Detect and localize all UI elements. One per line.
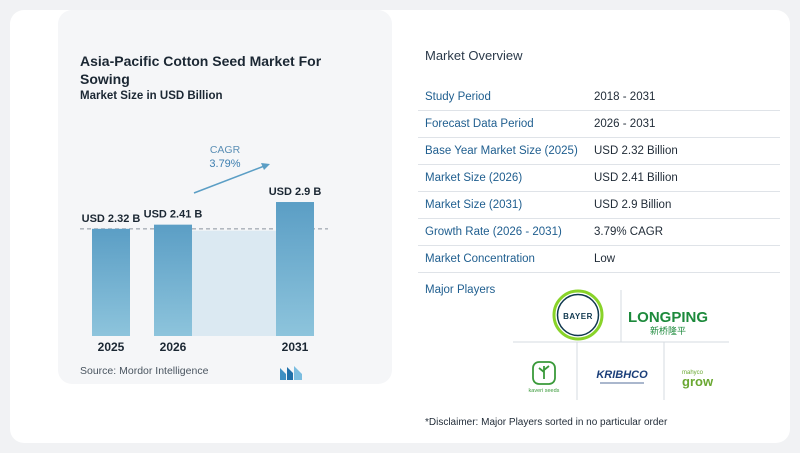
svg-text:KRIBHCO: KRIBHCO (596, 369, 648, 381)
overview-key: Market Size (2031) (425, 199, 523, 211)
growth-area (192, 230, 276, 336)
chart-subtitle: Market Size in USD Billion (80, 90, 223, 102)
kribhco-logo: KRIBHCO (596, 369, 648, 384)
cagr-label: CAGR (210, 144, 241, 156)
overview-value: 2018 - 2031 (594, 91, 656, 103)
svg-text:BAYER: BAYER (563, 312, 593, 321)
value-label-2025: USD 2.32 B (82, 213, 141, 225)
bar-2025 (92, 228, 130, 336)
overview-row: Base Year Market Size (2025) USD 2.32 Bil… (418, 138, 780, 165)
overview-row: Growth Rate (2026 - 2031) 3.79% CAGR (418, 219, 780, 246)
svg-text:新桥隆平: 新桥隆平 (650, 325, 686, 337)
overview-row: Study Period 2018 - 2031 (418, 84, 780, 111)
disclaimer: *Disclaimer: Major Players sorted in no … (425, 417, 668, 428)
major-players-label: Major Players (425, 284, 496, 296)
overview-key: Market Concentration (425, 253, 535, 265)
value-label-2026: USD 2.41 B (144, 209, 203, 221)
overview-row: Market Concentration Low (418, 246, 780, 273)
overview-key: Study Period (425, 91, 491, 103)
mahyco-logo: mahyco grow (682, 370, 714, 389)
overview-row: Market Size (2026) USD 2.41 Billion (418, 165, 780, 192)
source-text: Mordor Intelligence (119, 365, 209, 377)
svg-text:kaveri seeds: kaveri seeds (529, 388, 560, 394)
category-label-2031: 2031 (282, 340, 309, 354)
cagr-value: 3.79% (209, 158, 240, 170)
overview-key: Market Size (2026) (425, 172, 523, 184)
bar-2031 (276, 202, 314, 336)
overview-table: Study Period 2018 - 2031 Forecast Data Per… (418, 84, 780, 273)
overview-value: USD 2.41 Billion (594, 172, 678, 184)
kaveri-logo: kaveri seeds (529, 361, 560, 394)
longping-logo: LONGPING 新桥隆平 (628, 309, 708, 337)
overview-key: Growth Rate (2026 - 2031) (425, 226, 562, 238)
source-label: Source: (80, 365, 117, 377)
overview-title: Market Overview (425, 48, 523, 63)
overview-key: Base Year Market Size (2025) (425, 145, 578, 157)
overview-key: Forecast Data Period (425, 118, 534, 130)
chart-title: Asia-Pacific Cotton Seed Market For Sowi… (80, 53, 322, 87)
overview-row: Market Size (2031) USD 2.9 Billion (418, 192, 780, 219)
overview-value: USD 2.32 Billion (594, 145, 678, 157)
svg-text:mahyco: mahyco (682, 370, 704, 376)
source-line: Source: Mordor Intelligence (80, 365, 208, 377)
overview-value: 2026 - 2031 (594, 118, 656, 130)
cagr-arrow (193, 164, 268, 194)
overview-value: Low (594, 253, 616, 265)
cagr-arrowhead (261, 163, 270, 170)
overview-value: USD 2.9 Billion (594, 199, 672, 211)
mordor-logo-icon (280, 366, 302, 380)
bar-2026 (154, 224, 192, 336)
category-label-2026: 2026 (160, 340, 187, 354)
value-label-2031: USD 2.9 B (269, 186, 322, 198)
svg-text:LONGPING: LONGPING (628, 309, 708, 326)
overview-row: Forecast Data Period 2026 - 2031 (418, 111, 780, 138)
bayer-logo: BAYER (552, 289, 604, 341)
overview-value: 3.79% CAGR (594, 226, 664, 238)
category-label-2025: 2025 (98, 340, 125, 354)
svg-text:grow: grow (682, 374, 714, 389)
